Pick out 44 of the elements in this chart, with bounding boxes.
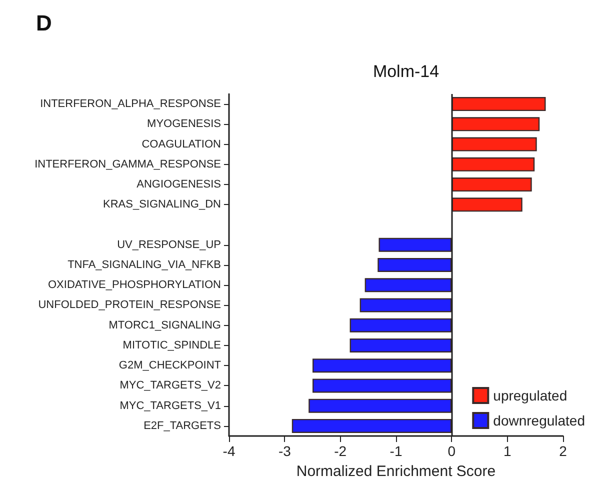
legend-label: downregulated	[493, 412, 586, 428]
bar	[378, 258, 452, 272]
bar	[308, 398, 452, 413]
x-tick-label: -3	[278, 443, 292, 459]
y-tick-label: KRAS_SIGNALING_DN	[103, 198, 222, 211]
text: D	[36, 10, 52, 36]
x-tick-label: -4	[222, 443, 236, 459]
y-tick-label: MITOTIC_SPINDLE	[122, 339, 221, 352]
bar	[312, 378, 452, 393]
bar	[452, 117, 540, 132]
y-tick-label: G2M_CHECKPOINT	[118, 360, 222, 372]
y-tick-label: TNFA_SIGNALING_VIA_NFKB	[68, 259, 221, 271]
bar	[292, 418, 452, 433]
y-tick-label: UNFOLDED_PROTEIN_RESPONSE	[38, 299, 221, 312]
bar	[452, 137, 537, 152]
y-tick-label: MYC_TARGETS_V2	[120, 380, 221, 392]
bar	[452, 178, 532, 192]
y-tick-label: ANGIOGENESIS	[136, 178, 221, 191]
bar	[350, 318, 452, 332]
x-tick-label: 0	[448, 443, 456, 459]
y-tick-label: MYC_TARGETS_V1	[120, 400, 221, 412]
bar	[452, 97, 546, 112]
y-tick-label: COAGULATION	[142, 138, 222, 150]
bar	[312, 358, 452, 373]
chart-title: Molm-14	[372, 62, 440, 81]
y-tick-label: INTERFERON_GAMMA_RESPONSE	[34, 158, 221, 170]
bar	[360, 298, 452, 312]
bar	[452, 198, 522, 212]
x-tick-label: 1	[503, 443, 512, 459]
x-tick-label: 2	[559, 443, 568, 459]
x-tick-label: -1	[390, 443, 402, 459]
legend-label: upregulated	[493, 388, 568, 404]
y-tick-label: OXIDATIVE_PHOSPHORYLATION	[48, 279, 222, 292]
x-axis-title: Normalized Enrichment Score	[296, 463, 496, 480]
x-tick-label: -2	[334, 443, 347, 459]
y-tick-label: MYOGENESIS	[147, 118, 221, 130]
bar	[350, 338, 452, 352]
y-tick-label: E2F_TARGETS	[144, 420, 221, 432]
y-tick-label: UV_RESPONSE_UP	[117, 238, 221, 251]
bar	[378, 238, 452, 252]
bar	[364, 278, 452, 292]
y-tick-label: INTERFERON_ALPHA_RESPONSE	[40, 98, 221, 110]
bar	[452, 157, 535, 172]
y-tick-label: MTORC1_SIGNALING	[108, 319, 221, 332]
